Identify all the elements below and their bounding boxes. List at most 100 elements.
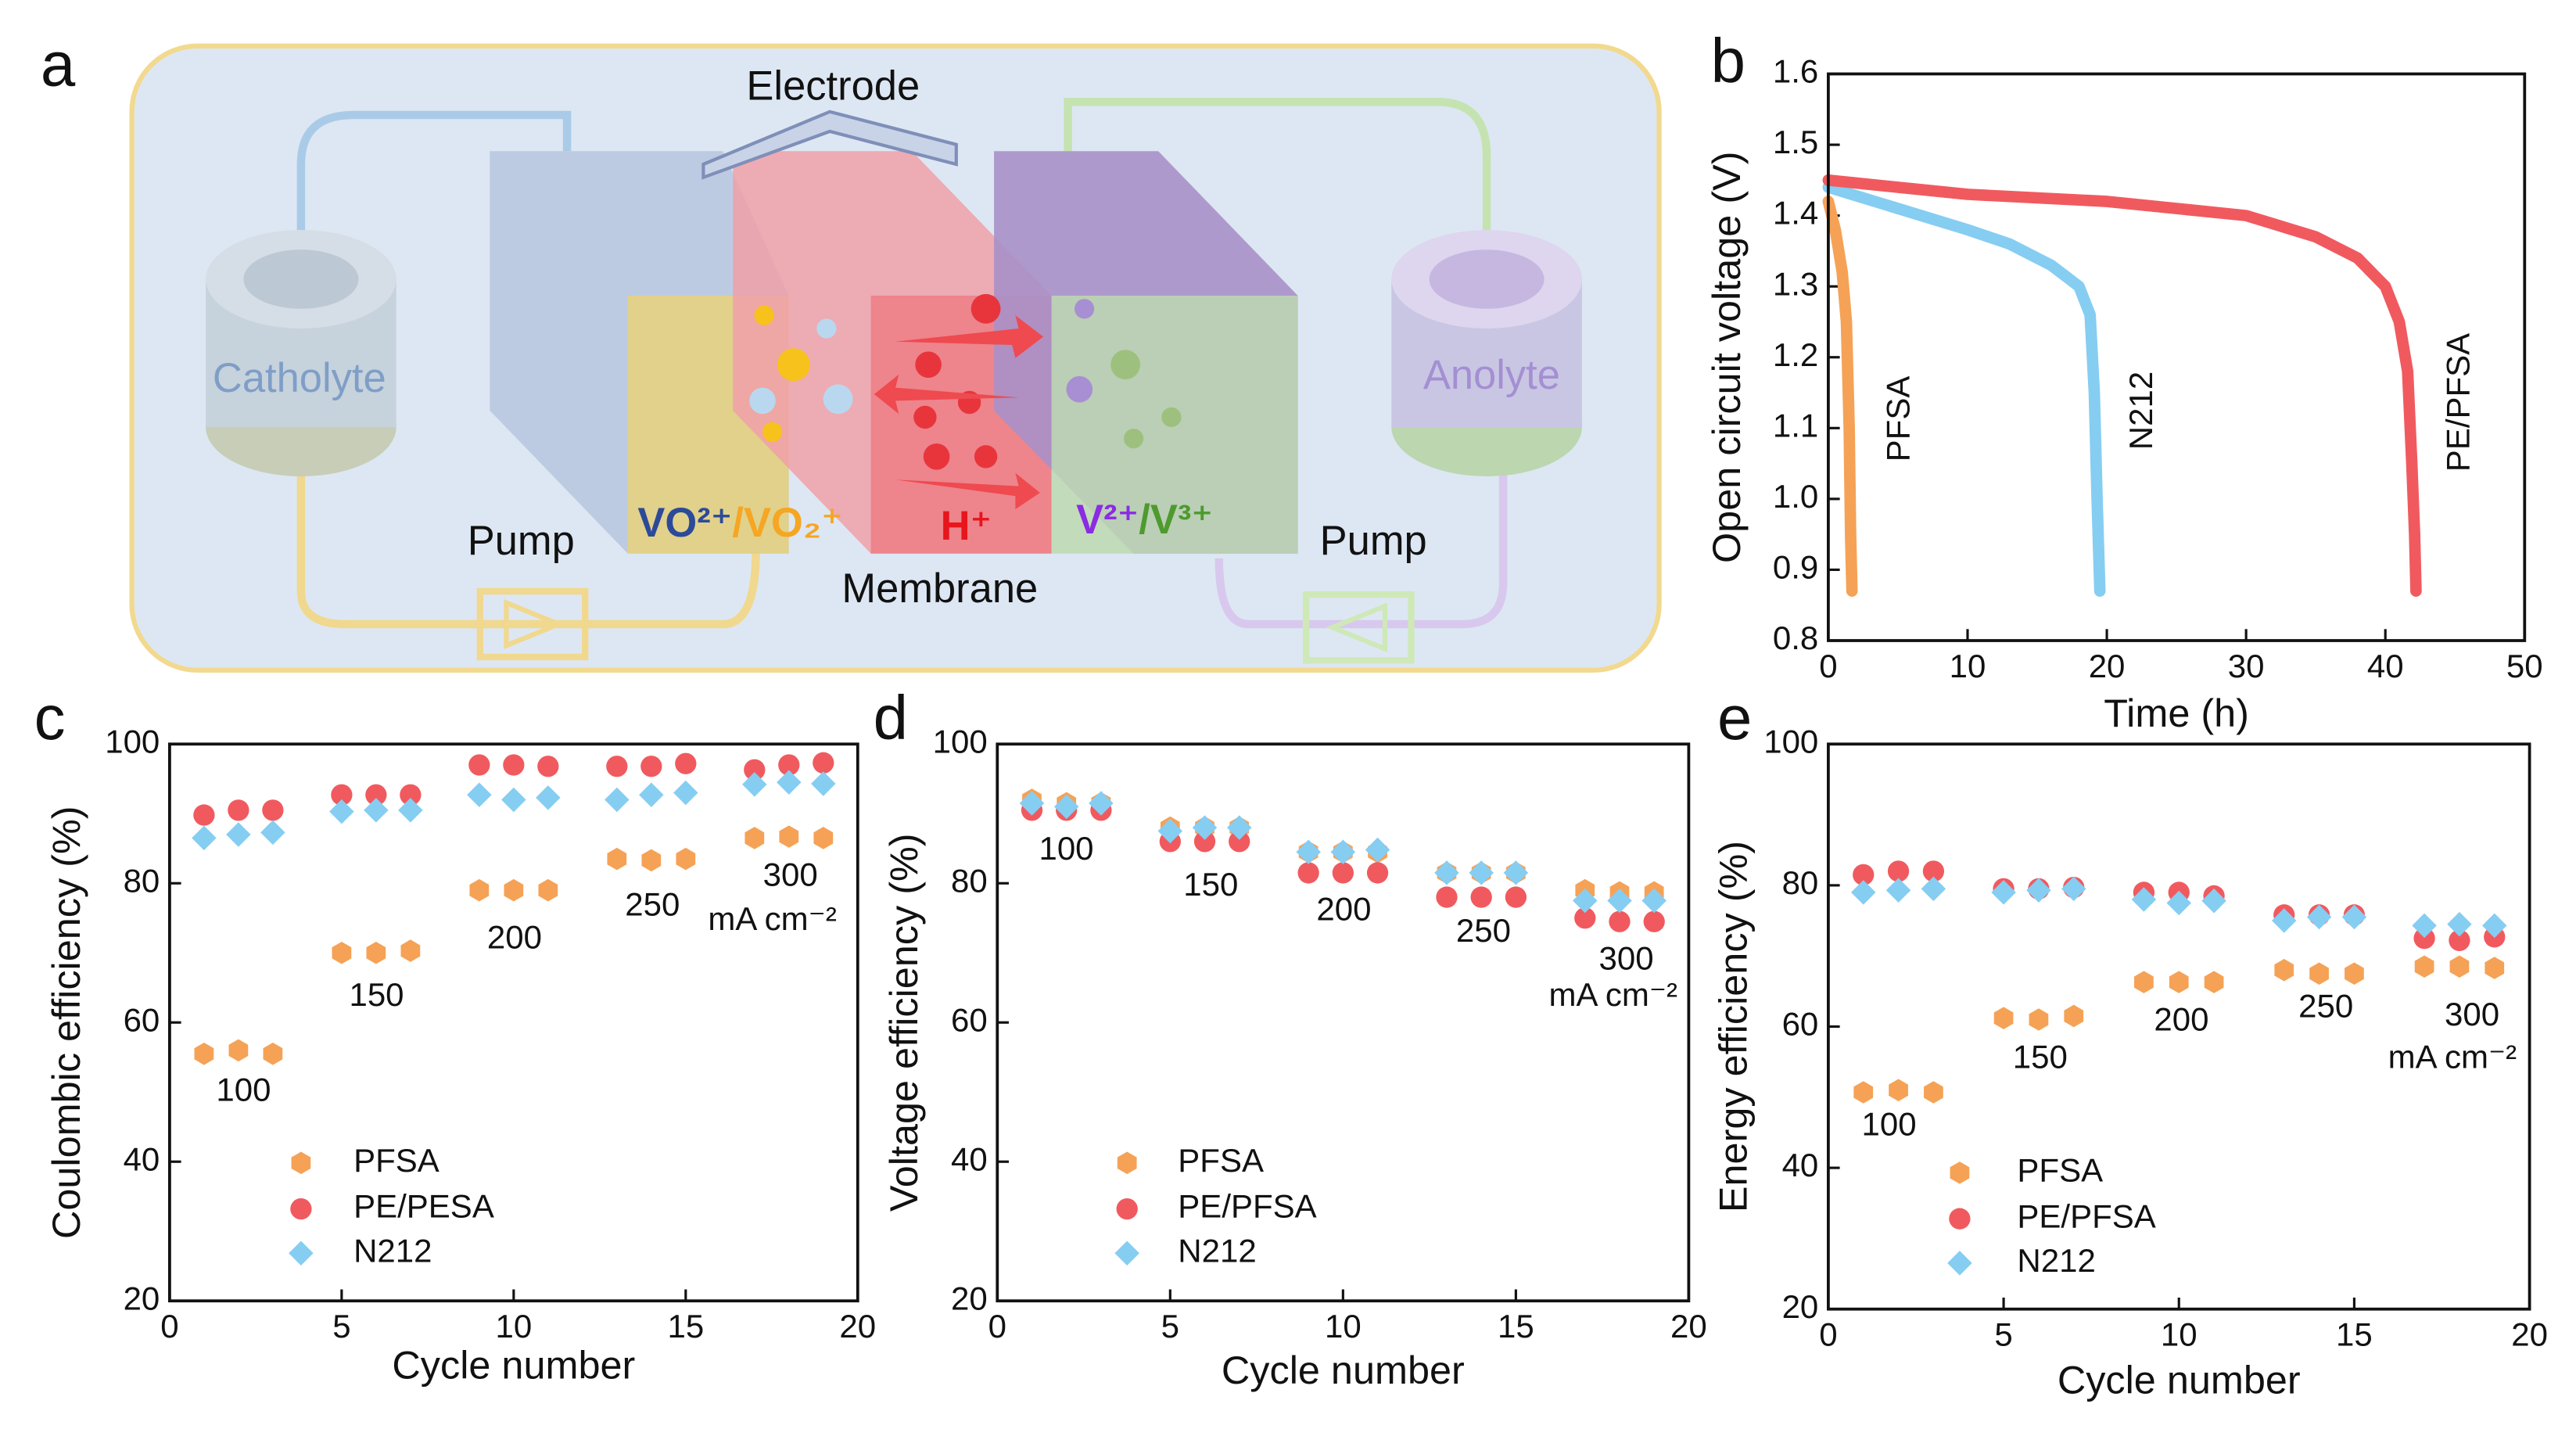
annotation: 200 (1316, 891, 1371, 928)
point (778, 754, 800, 776)
point (366, 941, 386, 964)
point (263, 1043, 283, 1065)
point (194, 1043, 214, 1065)
legend-label: PFSA (353, 1142, 439, 1179)
point (468, 754, 490, 776)
point (2449, 955, 2470, 978)
series-label: N212 (2122, 372, 2159, 450)
point (2412, 913, 2437, 939)
point (501, 787, 526, 813)
point (2482, 913, 2507, 939)
x-tick-label: 20 (1670, 1308, 1707, 1345)
point (400, 784, 422, 806)
point (2204, 971, 2224, 993)
legend-marker (1949, 1208, 1971, 1230)
point (2341, 904, 2367, 930)
legend-label: PFSA (2017, 1151, 2103, 1188)
plot-frame (996, 742, 1691, 1303)
pump-label: Pump (1320, 518, 1427, 564)
point (639, 782, 664, 808)
x-axis-title: Cycle number (392, 1343, 635, 1388)
y-tick-label: 20 (124, 1280, 160, 1316)
x-tick-label: 15 (667, 1308, 704, 1345)
point (2064, 1004, 2084, 1028)
point (1229, 831, 1250, 853)
y-tick-label: 1.6 (1773, 53, 1818, 90)
point (467, 782, 492, 808)
point (1573, 888, 1598, 914)
point (2414, 955, 2434, 978)
x-tick-label: 20 (2511, 1316, 2548, 1352)
pipe (296, 110, 572, 386)
point (607, 847, 627, 871)
point (398, 798, 423, 823)
legend-label: PE/PFSA (2017, 1197, 2155, 1234)
y-tick-label: 40 (951, 1140, 988, 1177)
annotation: 250 (625, 885, 680, 922)
ion-label: /VO₂⁺ (732, 500, 842, 546)
point (260, 820, 285, 846)
point (1469, 860, 1494, 885)
point (469, 878, 490, 902)
legend-marker (1947, 1251, 1972, 1276)
point (2169, 971, 2189, 993)
annotation: 150 (349, 976, 404, 1013)
electrode-label: Electrode (746, 63, 920, 109)
point (1330, 839, 1356, 864)
panel-label: e (1717, 683, 1752, 752)
legend-marker (1117, 1151, 1137, 1175)
point (1609, 910, 1631, 932)
legend-label: N212 (2017, 1242, 2095, 1279)
annotation: 300 (763, 856, 818, 892)
point (1089, 791, 1114, 816)
y-tick-label: 40 (124, 1140, 160, 1177)
panel-label: c (34, 683, 66, 752)
chart: 20 40 60 80 100 0 5 10 15 20 Cycle number Coulombic… (44, 723, 876, 1387)
panel-label: a (41, 29, 76, 99)
point (2447, 911, 2472, 937)
point (2485, 957, 2505, 979)
annotation: 300 (1599, 940, 1654, 977)
x-tick-label: 30 (2228, 648, 2265, 684)
annotation: mA cm⁻² (2388, 1039, 2517, 1075)
x-tick-label: 5 (1994, 1316, 2012, 1352)
point (2272, 908, 2297, 933)
legend-marker (1114, 1241, 1139, 1266)
pump-icon (1326, 602, 1388, 653)
point (675, 752, 697, 774)
line (1822, 181, 2106, 597)
annotation: 250 (2298, 987, 2353, 1024)
point (605, 787, 630, 813)
pipe (296, 468, 760, 629)
catholyte-label: Catholyte (213, 355, 386, 401)
y-tick-label: 80 (1782, 864, 1819, 901)
point (2201, 889, 2226, 914)
point (1503, 860, 1529, 885)
point (1436, 886, 1458, 908)
point (1297, 862, 1319, 884)
point (1921, 876, 1946, 902)
point (2345, 962, 2364, 986)
ion-label: VO²⁺ (637, 500, 732, 546)
point (1850, 880, 1876, 905)
catholyte-ions: VO²⁺/VO₂⁺ (637, 500, 842, 546)
point (813, 827, 834, 849)
point (1643, 910, 1665, 932)
tank (1429, 250, 1545, 309)
pipe (1064, 97, 1491, 230)
y-tick-label: 1.4 (1773, 195, 1818, 232)
point (1853, 864, 1875, 886)
point (228, 1039, 249, 1062)
point (1470, 886, 1492, 908)
x-tick-label: 20 (839, 1308, 876, 1345)
annotation: 150 (2013, 1039, 2068, 1075)
x-tick-label: 0 (1819, 1316, 1837, 1352)
point (226, 822, 251, 847)
y-tick-label: 20 (951, 1280, 988, 1316)
point (744, 759, 766, 781)
point (2029, 1008, 2049, 1031)
chart: 0.8 0.9 1.0 1.1 1.2 1.3 1.4 1.5 1.6 0 10 20 30 40 50 Ti… (1704, 53, 2542, 735)
point (364, 798, 389, 823)
series-label: PFSA (1879, 376, 1916, 462)
